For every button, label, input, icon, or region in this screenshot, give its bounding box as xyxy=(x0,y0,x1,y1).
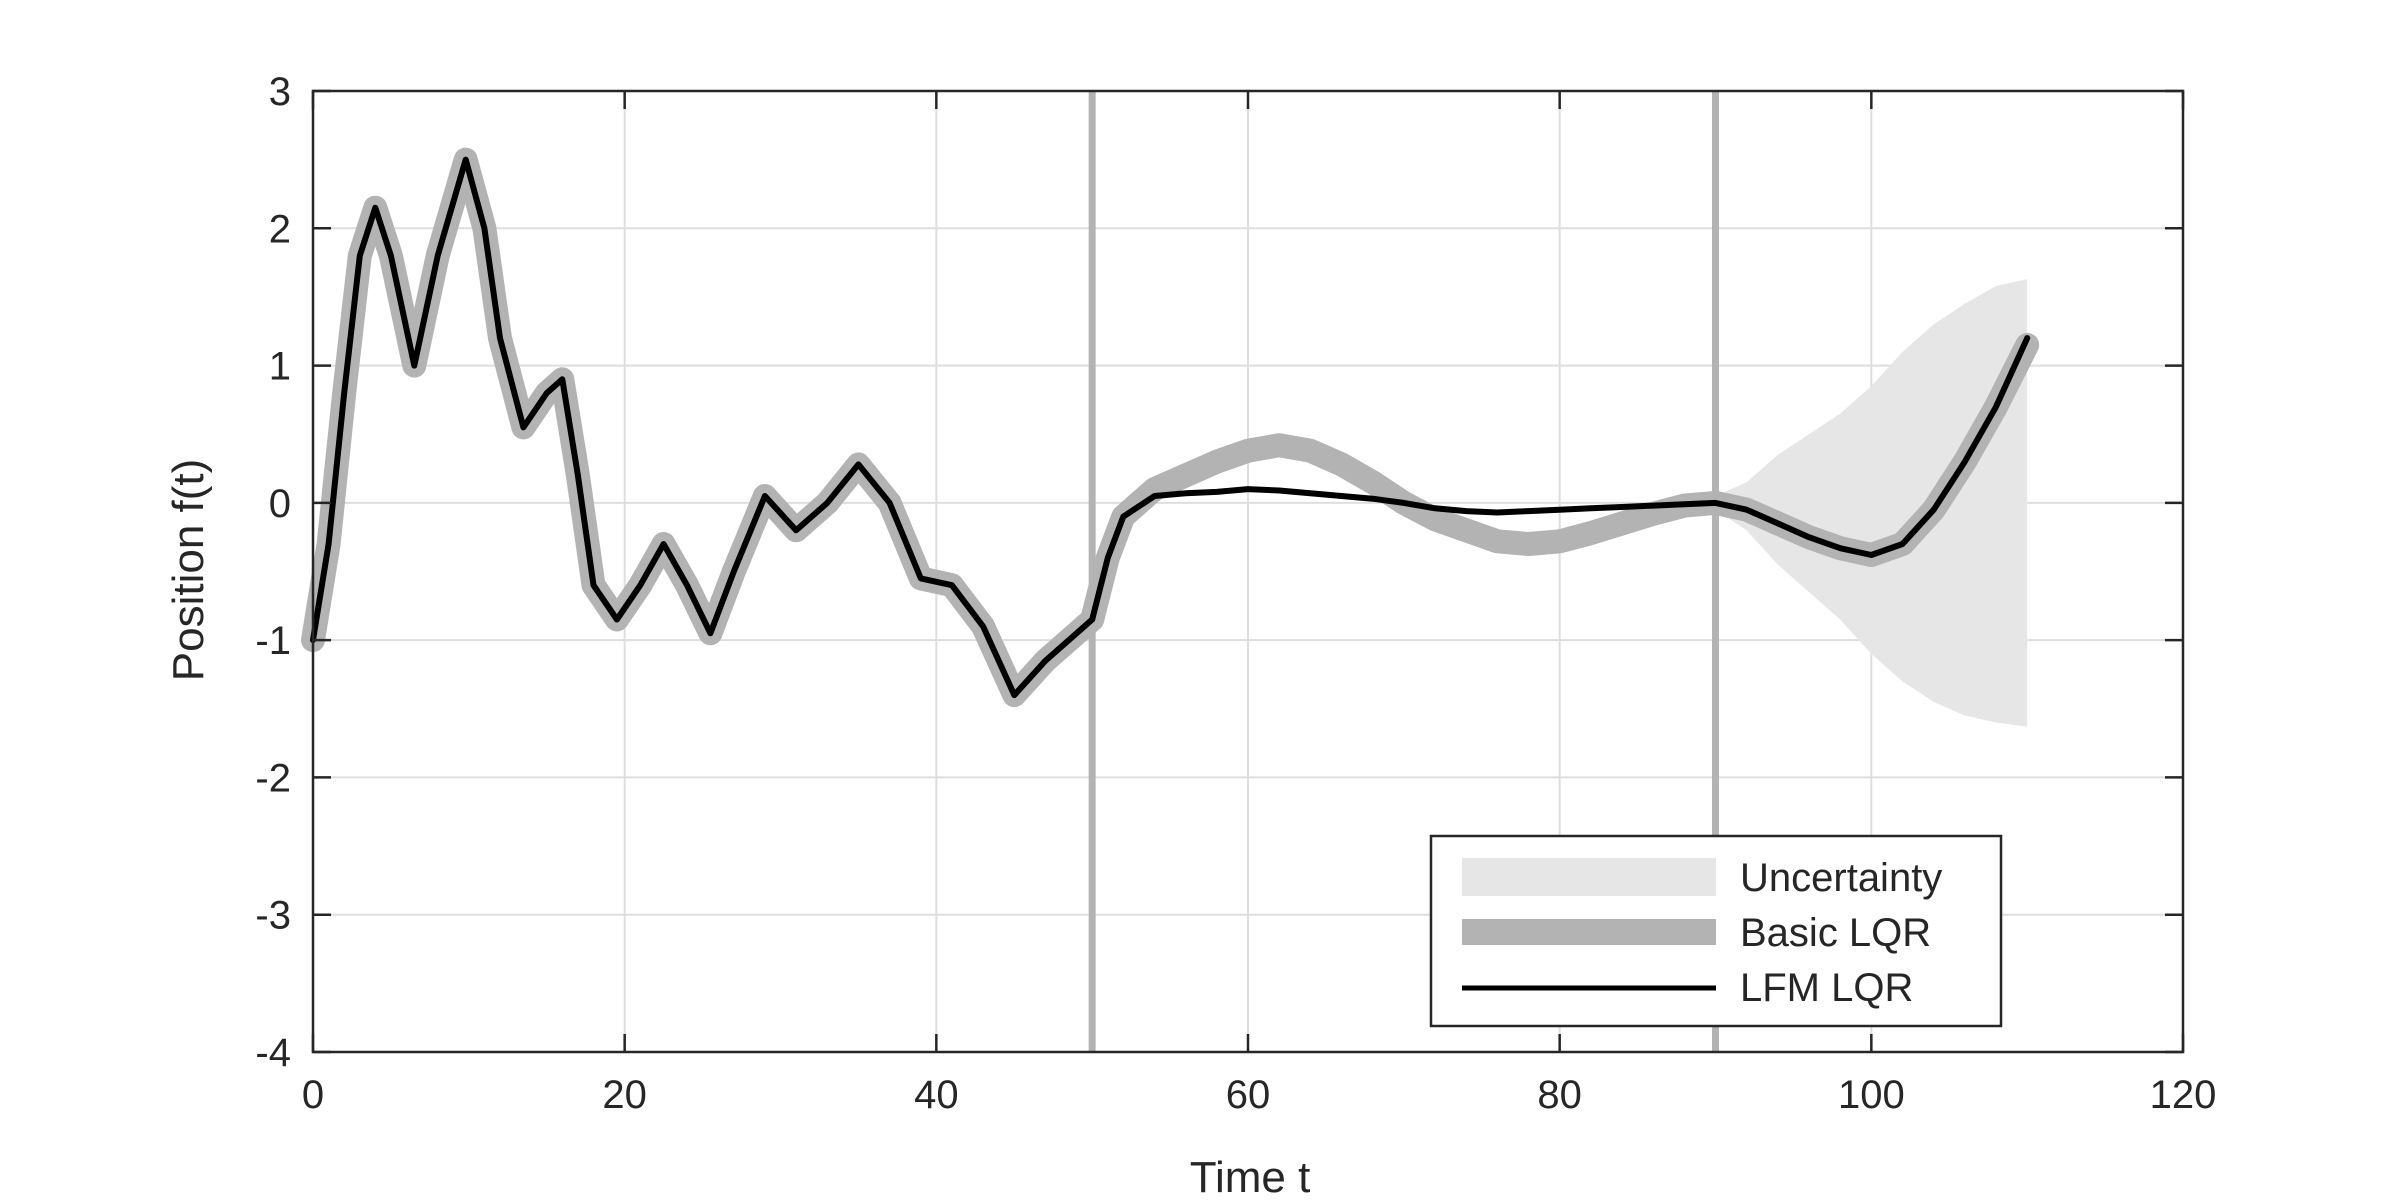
series-layer xyxy=(301,147,2040,708)
y-tick-label: -3 xyxy=(255,894,291,938)
y-tick-label: -4 xyxy=(255,1031,291,1075)
x-tick-label: 0 xyxy=(302,1073,324,1117)
series-line-lfm-lqr xyxy=(310,156,2031,699)
y-tick-label: 1 xyxy=(269,345,291,389)
x-tick-label: 60 xyxy=(1226,1073,1271,1117)
y-tick-label: 2 xyxy=(269,207,291,251)
x-tick-label: 20 xyxy=(602,1073,647,1117)
legend-label-basic: Basic LQR xyxy=(1740,911,1931,955)
y-tick-label: -2 xyxy=(255,756,291,800)
x-tick-labels: 0 20 40 60 80 100 120 xyxy=(302,1073,2217,1117)
x-tick-label: 100 xyxy=(1838,1073,1905,1117)
legend-label-uncertainty: Uncertainty xyxy=(1740,856,1942,900)
y-tick-label: -1 xyxy=(255,619,291,663)
x-tick-label: 80 xyxy=(1537,1073,1582,1117)
legend-label-lfm: LFM LQR xyxy=(1740,966,1913,1010)
legend-swatch-uncertainty xyxy=(1462,858,1716,896)
ticks xyxy=(311,89,2185,1054)
legend: Uncertainty Basic LQR LFM LQR xyxy=(1429,834,2003,1028)
x-tick-label: 120 xyxy=(2150,1073,2217,1117)
y-tick-labels: -4 -3 -2 -1 0 1 2 3 xyxy=(255,70,291,1075)
uncertainty-band xyxy=(1715,279,2028,727)
x-tick-label: 40 xyxy=(914,1073,959,1117)
x-axis-label: Time t xyxy=(1190,1153,1311,1200)
uncertainty-band-layer xyxy=(1715,279,2028,727)
y-tick-label: 0 xyxy=(269,482,291,526)
y-tick-label: 3 xyxy=(269,70,291,114)
y-axis-label: Position f(t) xyxy=(164,459,213,682)
